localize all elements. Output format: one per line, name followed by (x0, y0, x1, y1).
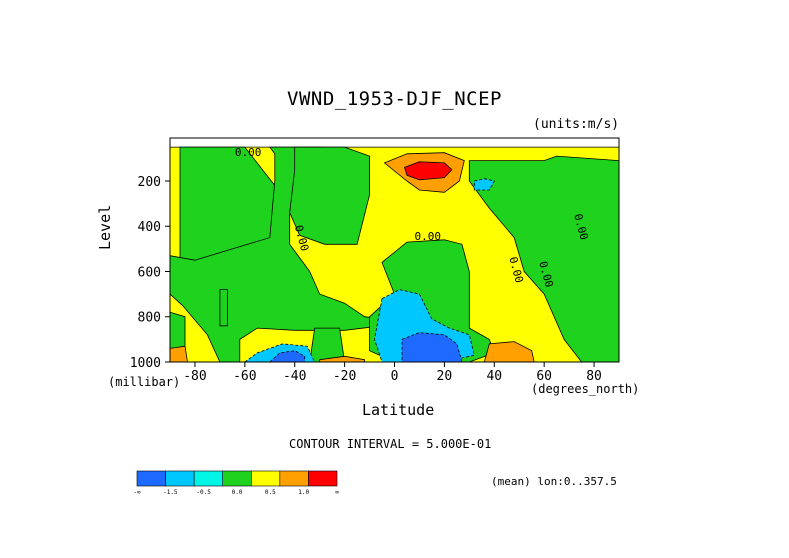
chart-title: VWND_1953-DJF_NCEP (287, 88, 502, 110)
x-axis-label: Latitude (362, 401, 435, 419)
colorbar-swatch-1 (165, 470, 195, 487)
colorbar: -∞ -1.5 -0.5 0.0 0.5 1.0 ∞ (133, 470, 339, 496)
y-tick-label-0: 200 (138, 175, 161, 190)
colorbar-label-4: 0.5 (265, 489, 276, 496)
units-note: (units:m/s) (533, 117, 620, 132)
y-tick-label-4: 1000 (130, 356, 161, 371)
contour-region-18 (404, 161, 453, 181)
contour-label-2: 0.00 (414, 230, 441, 243)
contour-fills (170, 146, 619, 362)
contour-region-8 (309, 327, 346, 362)
colorbar-label-1: -1.5 (163, 489, 178, 496)
contour-interval-text: CONTOUR INTERVAL = 5.000E-01 (289, 437, 492, 451)
y-tick-label-1: 400 (138, 220, 161, 235)
x-axis-unit: (degrees_north) (531, 382, 640, 396)
contour-region-15 (483, 341, 535, 362)
colorbar-swatch-6 (308, 470, 338, 487)
y-axis-label: Level (96, 204, 114, 250)
contour-region-3 (289, 146, 371, 245)
y-tick-label-3: 800 (138, 311, 161, 326)
colorbar-label-5: 1.0 (298, 489, 309, 496)
x-tick-label-8: 80 (586, 369, 602, 384)
colorbar-swatch-4 (250, 470, 281, 487)
colorbar-label-2: -0.5 (196, 489, 211, 496)
colorbar-label-3: 0.0 (232, 489, 243, 496)
x-tick-label-1: -60 (233, 369, 256, 384)
contour-region-5 (468, 155, 619, 362)
contour-region-16 (170, 345, 188, 362)
colorbar-swatch-2 (193, 470, 224, 487)
y-axis: 200 400 600 800 1000 (130, 175, 170, 371)
y-tick-label-2: 600 (138, 265, 161, 280)
contour-region-12 (401, 332, 463, 362)
x-tick-label-6: 40 (486, 369, 502, 384)
x-tick-label-2: -40 (283, 369, 306, 384)
x-tick-label-7: 60 (536, 369, 552, 384)
contour-region-7 (219, 289, 228, 327)
colorbar-swatch-3 (222, 470, 252, 487)
contour-region-13 (269, 350, 306, 362)
plot-frame (169, 137, 620, 363)
x-tick-label-3: -20 (333, 369, 356, 384)
x-tick-label-0: -80 (183, 369, 206, 384)
mean-text: (mean) lon:0..357.5 (491, 475, 617, 488)
colorbar-label-0: -∞ (133, 489, 141, 496)
contour-region-11 (473, 178, 495, 191)
colorbar-swatch-0 (136, 470, 166, 487)
colorbar-label-6: ∞ (335, 489, 339, 496)
x-tick-label-4: 0 (391, 369, 399, 384)
contour-label-0: 0.00 (235, 146, 262, 159)
y-axis-unit: (millibar) (108, 375, 181, 389)
x-tick-label-5: 20 (437, 369, 453, 384)
colorbar-swatch-5 (279, 470, 309, 487)
x-axis: -80 -60 -40 -20 0 20 40 60 80 (183, 362, 602, 384)
